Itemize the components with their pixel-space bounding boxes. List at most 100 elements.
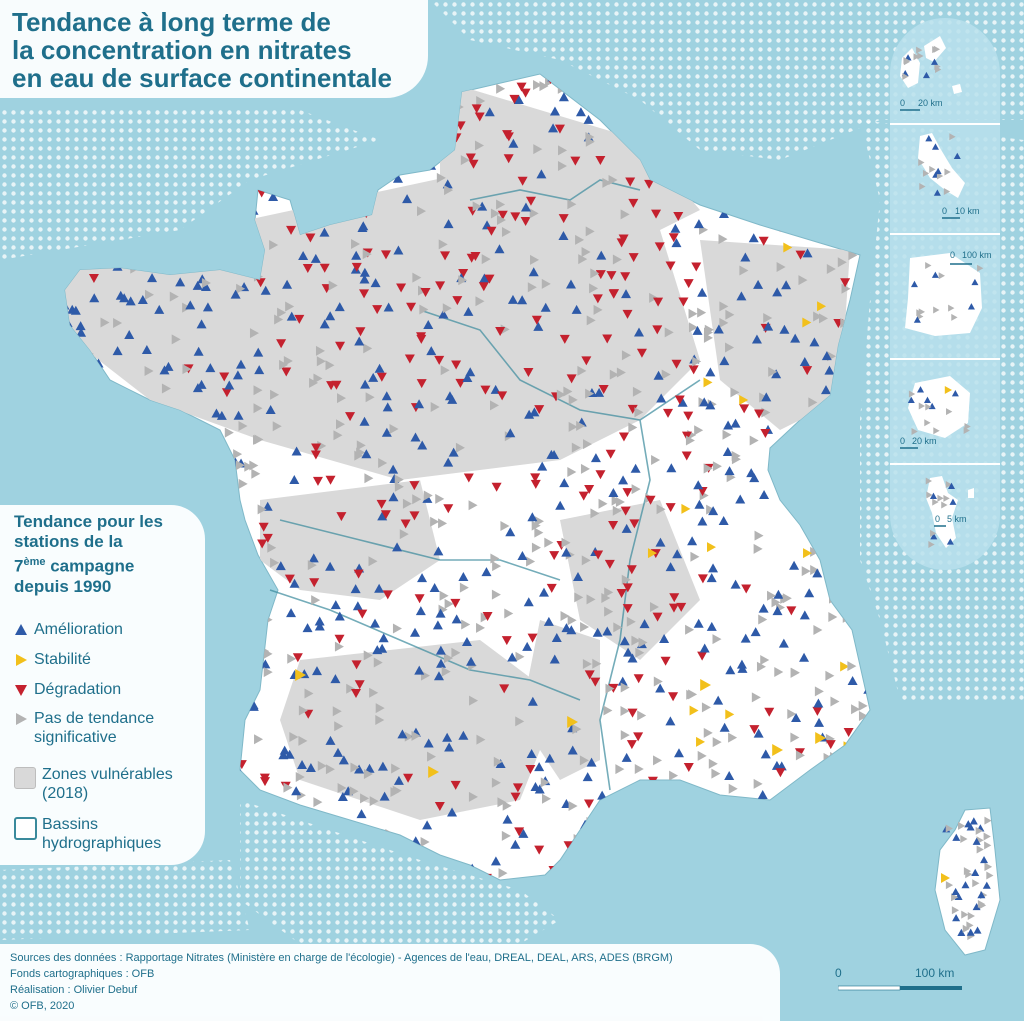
degradation-marker <box>497 391 508 401</box>
improvement-marker <box>65 484 68 494</box>
improvement-marker <box>802 248 813 258</box>
degradation-marker <box>403 773 414 783</box>
no-trend-marker <box>446 98 456 109</box>
degradation-marker <box>628 198 639 208</box>
degradation-marker <box>697 486 708 496</box>
no-trend-marker <box>360 793 370 804</box>
improvement-marker <box>706 573 717 583</box>
improvement-marker <box>708 563 719 573</box>
no-trend-marker <box>810 564 820 575</box>
degradation-marker <box>88 274 99 284</box>
no-trend-marker <box>375 156 385 167</box>
improvement-marker <box>379 791 390 801</box>
no-trend-marker <box>933 427 940 435</box>
degradation-marker <box>749 725 760 735</box>
degradation-marker <box>840 278 851 288</box>
improvement-marker <box>722 446 733 456</box>
improvement-marker <box>699 643 710 653</box>
improvement-marker <box>614 791 625 801</box>
degradation-marker <box>468 159 479 169</box>
degradation-marker <box>604 559 615 569</box>
degradation-marker <box>625 177 636 187</box>
no-trend-marker <box>753 778 763 789</box>
no-trend-marker <box>390 786 400 797</box>
degradation-marker <box>652 325 663 335</box>
degradation-marker <box>663 408 674 418</box>
improvement-marker <box>736 659 747 669</box>
improvement-marker <box>67 304 78 314</box>
no-trend-marker <box>127 492 137 503</box>
no-trend-marker <box>678 862 688 873</box>
no-trend-marker <box>767 590 777 601</box>
no-trend-marker <box>567 467 577 478</box>
no-trend-marker <box>966 921 974 930</box>
improvement-marker <box>370 278 381 288</box>
stability-marker <box>802 492 812 503</box>
no-trend-marker <box>779 793 789 804</box>
degradation-marker <box>570 156 581 166</box>
improvement-marker <box>930 58 938 65</box>
improvement-marker <box>740 633 751 643</box>
no-trend-marker <box>790 732 800 743</box>
no-trend-marker <box>805 422 815 433</box>
no-trend-marker <box>725 342 735 353</box>
no-trend-marker <box>712 737 722 748</box>
stability-marker <box>739 394 749 405</box>
no-trend-marker <box>692 356 702 367</box>
stability-marker <box>681 503 691 514</box>
legend-label-basins-1: Bassins <box>42 816 99 833</box>
degradation-marker <box>857 791 868 801</box>
improvement-marker <box>659 634 670 644</box>
improvement-marker <box>578 831 589 841</box>
degradation-marker <box>864 825 870 835</box>
improvement-marker <box>495 759 506 769</box>
map-title: Tendance à long terme de la concentratio… <box>12 8 412 92</box>
improvement-marker <box>583 114 594 124</box>
degradation-marker <box>495 326 506 336</box>
no-trend-marker <box>539 81 549 92</box>
improvement-marker <box>377 761 388 771</box>
degradation-marker <box>258 522 269 532</box>
improvement-marker <box>528 267 539 277</box>
no-trend-marker <box>144 289 154 300</box>
no-trend-marker <box>924 419 931 427</box>
no-trend-marker <box>685 624 695 635</box>
improvement-marker <box>216 410 227 420</box>
no-trend-marker <box>491 777 501 788</box>
no-trend-marker <box>283 782 293 793</box>
degradation-marker <box>303 709 314 719</box>
no-trend-marker <box>567 615 577 626</box>
no-trend-marker <box>490 553 500 564</box>
improvement-marker <box>530 781 541 791</box>
no-trend-marker <box>975 826 983 835</box>
no-trend-marker <box>578 254 588 265</box>
stability-marker <box>706 542 716 553</box>
no-trend-marker <box>349 786 359 797</box>
no-trend-marker <box>620 705 630 716</box>
improvement-marker <box>957 928 966 936</box>
no-trend-marker <box>758 852 768 863</box>
degradation-marker <box>595 270 606 280</box>
no-trend-marker <box>419 304 429 315</box>
no-trend-marker <box>685 435 695 446</box>
degradation-marker <box>404 354 415 364</box>
no-trend-marker <box>530 254 540 265</box>
degradation-marker <box>566 374 577 384</box>
no-trend-marker <box>951 906 960 915</box>
improvement-marker <box>618 806 629 816</box>
improvement-marker <box>458 730 469 740</box>
triangle-right-icon <box>16 654 27 666</box>
reunion-scale-zero: 0 <box>900 436 906 446</box>
no-trend-marker <box>249 460 259 471</box>
degradation-marker <box>409 481 420 491</box>
degradation-marker <box>65 469 66 479</box>
no-trend-marker <box>333 430 343 441</box>
stability-marker <box>802 317 812 328</box>
no-trend-marker <box>346 683 356 694</box>
improvement-marker <box>435 608 446 618</box>
degradation-marker <box>351 660 362 670</box>
degradation-marker <box>281 367 292 377</box>
improvement-marker <box>352 601 363 611</box>
no-trend-marker <box>375 715 385 726</box>
improvement-marker <box>314 616 325 626</box>
